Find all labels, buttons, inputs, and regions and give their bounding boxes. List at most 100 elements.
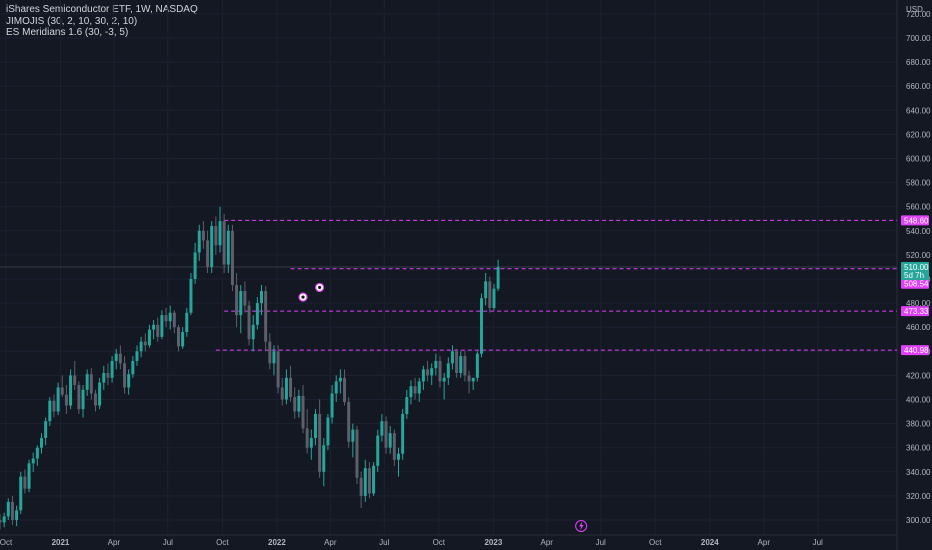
- indicator-jimojis[interactable]: JIMOJIS (30, 2, 10, 30, 2, 10): [6, 15, 138, 27]
- candle-body: [426, 369, 430, 376]
- candle: [127, 369, 131, 395]
- candle: [272, 345, 276, 376]
- candle-body: [376, 435, 380, 466]
- candle-body: [260, 291, 264, 304]
- candle: [251, 315, 255, 352]
- candle: [413, 377, 417, 400]
- candle: [176, 324, 180, 352]
- candle: [430, 363, 434, 386]
- candle-body: [492, 288, 496, 308]
- candle: [268, 333, 272, 370]
- candle-body: [168, 312, 172, 322]
- candle-body: [147, 329, 151, 346]
- candle: [48, 397, 52, 427]
- current-price-tag-text: 5d 7h: [904, 271, 924, 280]
- candle: [81, 385, 85, 418]
- y-tick-label: 380.00: [906, 420, 931, 429]
- candle-body: [2, 516, 6, 523]
- candle-body: [23, 476, 27, 489]
- candle-body: [284, 377, 288, 400]
- candle: [210, 221, 214, 273]
- candle-body: [48, 400, 52, 422]
- candle-body: [114, 353, 118, 361]
- candle-body: [409, 386, 413, 398]
- candle: [309, 429, 313, 460]
- candle-body: [85, 374, 89, 390]
- candle: [380, 413, 384, 442]
- price-axis[interactable]: 720.00 700.00 680.00 660.00 640.00 620.00 600.…: [906, 5, 931, 525]
- candle-body: [64, 394, 68, 406]
- candle-body: [343, 377, 347, 402]
- candle: [313, 409, 317, 446]
- candle-body: [201, 230, 205, 241]
- candle: [189, 272, 193, 316]
- symbol-title[interactable]: iShares Semiconductor ETF, 1W, NASDAQ: [6, 4, 198, 15]
- candle-body: [293, 397, 297, 412]
- candle-body: [189, 279, 193, 313]
- candle-body: [363, 468, 367, 496]
- candle-body: [450, 351, 454, 364]
- candle-body: [488, 281, 492, 308]
- candle-body: [185, 312, 189, 333]
- candle: [255, 297, 259, 330]
- indicator-es-meridians[interactable]: ES Meridians 1.6 (30, -3, 5): [6, 27, 129, 38]
- candle-body: [305, 428, 309, 448]
- candle: [98, 377, 102, 410]
- candle: [60, 375, 64, 398]
- candle: [459, 351, 463, 378]
- candle: [372, 462, 376, 496]
- candle-body: [446, 363, 450, 378]
- candle-body: [181, 332, 185, 347]
- candle-body: [309, 438, 313, 448]
- x-tick-label: Oct: [216, 538, 229, 547]
- candle: [185, 307, 189, 337]
- candle-body: [338, 377, 342, 382]
- time-axis[interactable]: Oct 2021 Apr Jul Oct 2022 Apr Jul Oct 2023 Apr Jul O…: [0, 538, 823, 547]
- candle-body: [459, 356, 463, 373]
- candle: [318, 399, 322, 478]
- candle: [475, 351, 479, 382]
- candle-body: [10, 501, 14, 520]
- candle: [496, 259, 500, 292]
- candle-body: [463, 356, 467, 376]
- candle: [114, 348, 118, 370]
- candle-body: [351, 429, 355, 442]
- candle-body: [318, 413, 322, 472]
- candle: [77, 381, 81, 414]
- x-tick-label: Oct: [433, 538, 446, 547]
- x-tick-label: Jul: [163, 538, 173, 547]
- x-tick-label: 2024: [701, 538, 719, 547]
- candle-body: [172, 312, 176, 328]
- candle-body: [301, 395, 305, 429]
- y-tick-label: 340.00: [906, 468, 931, 477]
- candle: [164, 307, 168, 328]
- candle: [247, 300, 251, 346]
- candle-body: [15, 510, 19, 520]
- y-tick-label: 560.00: [906, 203, 931, 212]
- candle: [152, 319, 156, 340]
- y-tick-label: 520.00: [906, 251, 931, 260]
- candle-body: [280, 387, 284, 400]
- candle-body: [131, 360, 135, 375]
- candle-body: [401, 413, 405, 454]
- candle: [52, 394, 56, 418]
- level-tag: [901, 345, 929, 356]
- candle-body: [0, 520, 2, 523]
- candle-body: [230, 230, 234, 286]
- candle: [471, 377, 475, 390]
- lightning-bolt-ring: [575, 520, 588, 532]
- candle: [64, 385, 68, 414]
- candles: [0, 206, 500, 530]
- candle: [222, 213, 226, 273]
- candle: [131, 356, 135, 378]
- candle-body: [396, 453, 400, 460]
- candle: [367, 462, 371, 499]
- candle: [10, 495, 14, 525]
- candle: [480, 293, 484, 358]
- candle: [69, 369, 73, 410]
- candle-body: [347, 401, 351, 442]
- candle-body: [110, 360, 114, 378]
- candle: [284, 369, 288, 405]
